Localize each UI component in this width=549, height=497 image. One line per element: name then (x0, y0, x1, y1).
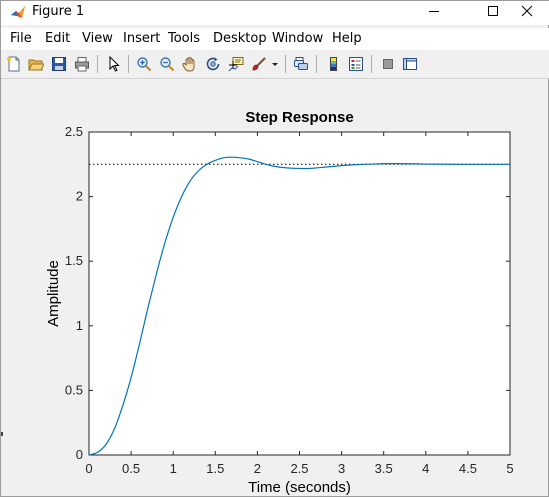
chart-title: Step Response (245, 109, 353, 126)
open-file-icon[interactable] (26, 53, 46, 75)
y-tick-label: 0.5 (65, 382, 83, 397)
menu-insert[interactable]: Insert (123, 31, 161, 46)
maximize-button[interactable] (470, 1, 516, 25)
window-edge-mark (1, 432, 3, 436)
brush-dropdown-icon[interactable] (269, 53, 281, 75)
zoom-out-icon[interactable] (157, 53, 177, 75)
x-tick-label: 0.5 (122, 461, 140, 476)
y-tick-label: 2.5 (65, 124, 83, 139)
y-tick-label: 1 (76, 318, 83, 333)
axis-ticks: 0 0.5 1 1.5 2 2.5 3 3.5 4 4.5 5 0 0.5 1 1.5 2 2.5 (65, 124, 514, 476)
step-response-plot: Step Response Time (seconds) Amplitude 0… (45, 109, 514, 496)
menu-window[interactable]: Window (272, 31, 324, 46)
menu-file[interactable]: File (10, 31, 32, 46)
show-plot-tools-icon[interactable] (400, 53, 420, 75)
menu-edit[interactable]: Edit (45, 31, 71, 46)
minimize-icon (428, 4, 440, 22)
select-arrow-icon[interactable] (104, 53, 124, 75)
menu-desktop[interactable]: Desktop (213, 31, 267, 46)
y-axis-label: Amplitude (45, 260, 62, 327)
x-tick-label: 1 (170, 461, 177, 476)
close-icon (521, 4, 533, 22)
matlab-icon (10, 4, 26, 20)
close-button[interactable] (504, 1, 549, 25)
colorbar-icon[interactable] (323, 53, 343, 75)
rotate-3d-icon[interactable] (203, 53, 223, 75)
maximize-icon (487, 4, 499, 22)
hide-plot-tools-icon[interactable] (378, 53, 398, 75)
print-icon[interactable] (72, 53, 92, 75)
minimize-button[interactable] (411, 1, 457, 25)
y-tick-label: 2 (76, 189, 83, 204)
legend-icon[interactable] (346, 53, 366, 75)
step-response-line (88, 156, 510, 456)
x-axis-label: Time (seconds) (248, 479, 351, 496)
x-tick-label: 3 (338, 461, 345, 476)
toolbar-separator (316, 55, 317, 73)
toolbar-separator (128, 55, 129, 73)
menu-view[interactable]: View (82, 31, 113, 46)
axes-box[interactable] (88, 131, 511, 456)
x-tick-label: 0 (85, 461, 92, 476)
data-cursor-icon[interactable] (226, 53, 246, 75)
x-tick-label: 2 (254, 461, 261, 476)
toolbar-separator (285, 55, 286, 73)
menu-bar: File Edit View Insert Tools Desktop Wind… (1, 28, 549, 50)
x-tick-label: 3.5 (375, 461, 393, 476)
title-bar[interactable]: Figure 1 (1, 1, 549, 25)
figure-toolbar (1, 50, 549, 79)
toolbar-separator (97, 55, 98, 73)
toolbar-separator (371, 55, 372, 73)
figure-canvas: Step Response Time (seconds) Amplitude 0… (1, 80, 549, 497)
new-figure-icon[interactable] (4, 53, 24, 75)
y-tick-label: 1.5 (65, 253, 83, 268)
y-tick-label: 0 (76, 447, 83, 462)
save-icon[interactable] (49, 53, 69, 75)
x-tick-label: 4 (422, 461, 429, 476)
x-tick-label: 5 (506, 461, 513, 476)
x-tick-label: 1.5 (206, 461, 224, 476)
zoom-in-icon[interactable] (134, 53, 154, 75)
window-title: Figure 1 (32, 4, 85, 19)
menu-help[interactable]: Help (332, 31, 362, 46)
brush-icon[interactable] (249, 53, 269, 75)
x-tick-label: 2.5 (290, 461, 308, 476)
x-tick-label: 4.5 (459, 461, 477, 476)
menu-tools[interactable]: Tools (168, 31, 201, 46)
pan-hand-icon[interactable] (180, 53, 200, 75)
link-plot-icon[interactable] (291, 53, 311, 75)
